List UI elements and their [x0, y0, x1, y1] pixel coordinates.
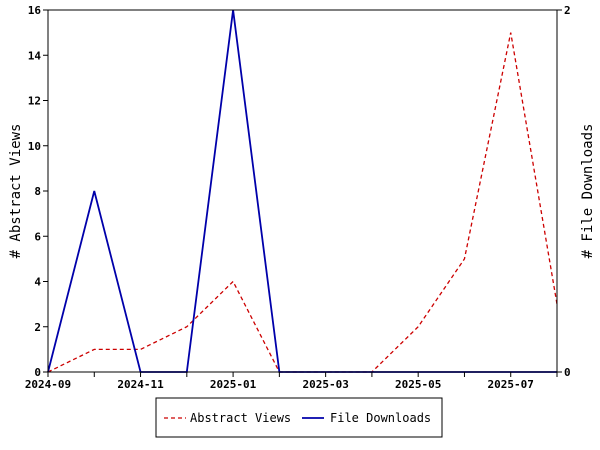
plot-frame — [47, 9, 558, 373]
x-tick-label: 2025-07 — [488, 378, 534, 391]
y-tick-label: 16 — [28, 4, 42, 17]
y2-tick-label: 2 — [564, 4, 571, 17]
legend-label-abstract-views: Abstract Views — [190, 411, 291, 425]
x-tick-label: 2024-09 — [25, 378, 71, 391]
x-tick-label: 2025-03 — [302, 378, 348, 391]
series-line-0 — [47, 32, 558, 373]
x-tick-label: 2024-11 — [117, 378, 164, 391]
x-tick-label: 2025-05 — [395, 378, 441, 391]
y2-axis-title: # File Downloads — [580, 124, 596, 259]
y-tick-label: 14 — [28, 49, 42, 62]
y-tick-label: 12 — [28, 95, 41, 108]
series-layer — [47, 9, 558, 373]
legend-label-file-downloads: File Downloads — [330, 411, 431, 425]
y2-tick-label: 0 — [564, 366, 571, 379]
y-tick-label: 0 — [34, 366, 41, 379]
series-line-1 — [47, 9, 557, 373]
x-tick-label: 2025-01 — [210, 378, 257, 391]
y-tick-label: 2 — [34, 321, 41, 334]
axes-layer: 0 2 4 6 8 10 12 14 16 0 2 2024-09 2024-11 2025-01 2025… — [25, 4, 571, 391]
legend-box — [155, 397, 443, 438]
legend: Abstract Views File Downloads — [155, 397, 443, 438]
y-tick-label: 10 — [28, 140, 41, 153]
y-tick-label: 4 — [34, 276, 41, 289]
y-axis-title: # Abstract Views — [8, 124, 24, 259]
y-tick-label: 6 — [34, 230, 41, 243]
y-tick-label: 8 — [34, 185, 41, 198]
